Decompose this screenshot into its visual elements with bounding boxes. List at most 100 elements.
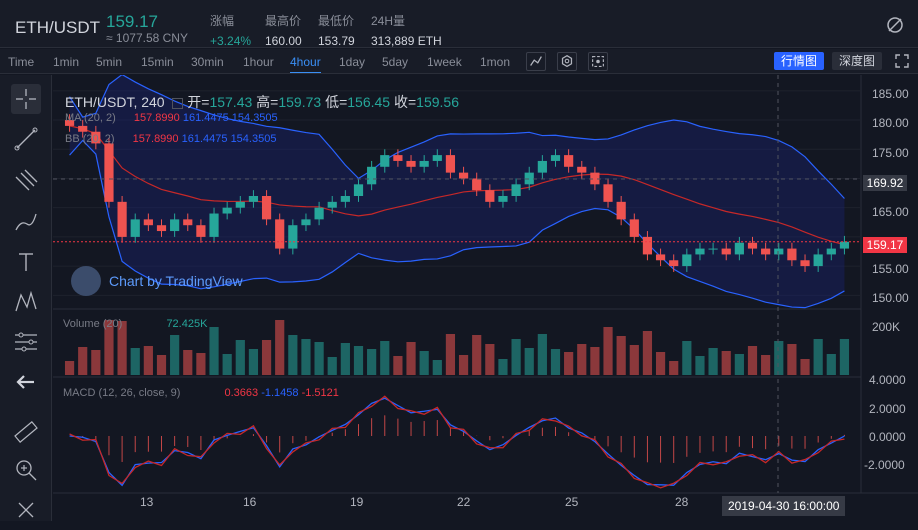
timeframe-toolbar: Time 1min 5min 15min 30min 1hour 4hour 1…: [0, 49, 918, 74]
candle: [642, 236, 653, 255]
volume-bar: [209, 327, 219, 375]
settings-icon[interactable]: [172, 97, 184, 109]
price-tick: 155.00: [872, 262, 909, 276]
hide-icon[interactable]: [886, 16, 904, 34]
price-tick: 175.00: [872, 146, 909, 160]
text-tool[interactable]: [11, 247, 41, 277]
tradingview-logo-icon: [71, 266, 101, 296]
zoom-tool[interactable]: [11, 455, 41, 485]
price-cny: ≈ 1077.58 CNY: [106, 31, 188, 45]
pattern-tool[interactable]: [11, 287, 41, 317]
crosshair-tool[interactable]: [11, 84, 41, 114]
tf-1week[interactable]: 1week: [427, 55, 462, 69]
candle: [367, 166, 377, 185]
ruler-tool[interactable]: [11, 417, 41, 447]
candle: [235, 201, 245, 208]
tf-4hour[interactable]: 4hour: [290, 55, 321, 73]
tf-time[interactable]: Time: [8, 55, 35, 69]
candle: [774, 248, 784, 255]
macd-signal-line: [69, 395, 845, 489]
candle: [682, 254, 692, 267]
measure-tool[interactable]: [11, 327, 41, 357]
volume-bar: [616, 336, 626, 375]
volume-bar: [183, 350, 193, 375]
candle: [564, 155, 574, 167]
candle: [458, 172, 469, 179]
volume-bar: [419, 351, 429, 375]
indicator-icon[interactable]: [526, 52, 546, 71]
volume-bar: [708, 348, 718, 375]
volume-bar: [577, 344, 587, 375]
trend-line-tool[interactable]: [11, 124, 41, 154]
volume-bar: [314, 342, 324, 375]
fib-icon: [15, 169, 38, 191]
tf-1mon[interactable]: 1mon: [480, 55, 511, 69]
chart-canvas[interactable]: [53, 73, 918, 521]
volume-tick: 200K: [872, 320, 901, 334]
price-tick: 185.00: [872, 87, 909, 101]
candle: [747, 242, 758, 249]
volume-bar: [537, 334, 547, 375]
candle: [222, 207, 232, 214]
candle: [91, 131, 101, 144]
price-tick: 150.00: [872, 291, 909, 305]
volume-bar: [301, 339, 311, 375]
tradingview-watermark[interactable]: Chart by TradingView: [71, 266, 243, 296]
price-tick: 165.00: [872, 205, 909, 219]
volume-bar: [143, 346, 153, 375]
volume-bar: [682, 341, 692, 375]
volume-bar: [774, 341, 784, 375]
candle: [708, 248, 718, 250]
screenshot-icon[interactable]: [588, 52, 608, 71]
tf-1hour[interactable]: 1hour: [243, 55, 274, 69]
time-tick: 25: [565, 495, 579, 509]
macd-legend: MACD (12, 26, close, 9) 0.3663 -1.1458 -…: [63, 387, 339, 399]
tf-30min[interactable]: 30min: [191, 55, 224, 69]
candle: [248, 196, 259, 202]
depth-chart-button[interactable]: 深度图: [832, 52, 882, 70]
candle: [288, 225, 298, 249]
stat-low-value: 153.79: [318, 34, 355, 48]
chart-area[interactable]: ETH/USDT, 240 开=157.43 高=159.73 低=156.45…: [53, 73, 918, 521]
volume-bar: [64, 361, 75, 375]
candle: [209, 213, 219, 237]
fib-tool[interactable]: [11, 165, 41, 195]
drawing-toolbar: [0, 75, 52, 521]
magnet-tool[interactable]: [11, 495, 41, 525]
volume-bar: [353, 346, 364, 375]
volume-bar: [91, 350, 101, 375]
time-tick: 19: [350, 495, 364, 509]
candle: [800, 260, 810, 267]
fullscreen-icon[interactable]: [895, 54, 909, 68]
settings-icon[interactable]: [557, 52, 577, 71]
tf-5day[interactable]: 5day: [382, 55, 409, 69]
volume-bar: [839, 338, 850, 375]
tf-1min[interactable]: 1min: [53, 55, 80, 69]
arrow-left-icon: [16, 375, 34, 389]
volume-bar: [721, 351, 731, 375]
volume-bar: [130, 348, 140, 375]
candle: [472, 178, 482, 191]
volume-bar: [78, 347, 88, 375]
market-chart-button[interactable]: 行情图: [774, 52, 824, 70]
stat-low: 最低价 153.79: [318, 14, 355, 48]
candle: [550, 155, 561, 161]
magnet-icon: [18, 502, 34, 518]
candle: [432, 155, 442, 161]
back-tool[interactable]: [11, 367, 41, 397]
candle: [511, 184, 521, 196]
candle: [590, 172, 600, 185]
macd-line: [69, 397, 845, 487]
tf-1day[interactable]: 1day: [339, 55, 366, 69]
volume-legend: Volume (20) 72.425K: [63, 318, 208, 330]
tf-5min[interactable]: 5min: [96, 55, 123, 69]
candle: [669, 260, 679, 267]
candle: [629, 219, 639, 237]
macd-tick: 4.0000: [869, 373, 906, 387]
candle: [104, 143, 114, 202]
candle: [170, 219, 180, 232]
volume-bar: [196, 353, 206, 375]
volume-bar: [629, 345, 639, 375]
tf-15min[interactable]: 15min: [141, 55, 174, 69]
brush-tool[interactable]: [11, 206, 41, 236]
